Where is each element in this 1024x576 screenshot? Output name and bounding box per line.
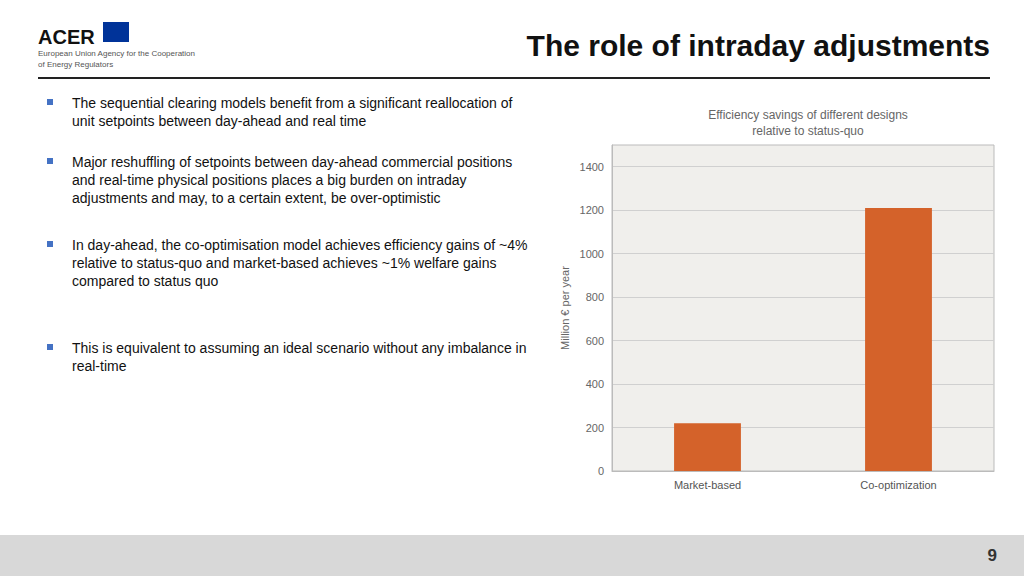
svg-text:real-time: real-time [72, 358, 127, 374]
svg-text:9: 9 [988, 546, 997, 565]
svg-text:Major reshuffling of setpoints: Major reshuffling of setpoints between d… [72, 154, 516, 170]
svg-text:adjustments and may, to a cert: adjustments and may, to a certain extent… [72, 190, 441, 206]
svg-text:Market-based: Market-based [674, 479, 741, 491]
svg-text:relative to status-quo: relative to status-quo [752, 124, 864, 138]
svg-text:Million € per year: Million € per year [559, 266, 571, 350]
svg-text:The role of intraday adjustmen: The role of intraday adjustments [527, 29, 990, 62]
svg-text:European Union Agency for the: European Union Agency for the Cooperatio… [38, 49, 195, 58]
svg-text:200: 200 [586, 422, 604, 434]
svg-text:1000: 1000 [580, 248, 604, 260]
svg-text:1200: 1200 [580, 204, 604, 216]
svg-text:and real-time physical positio: and real-time physical positions places … [72, 172, 470, 188]
svg-text:Co-optimization: Co-optimization [860, 479, 936, 491]
svg-text:0: 0 [598, 465, 604, 477]
svg-text:relative to status-quo and mar: relative to status-quo and market-based … [72, 255, 500, 271]
svg-text:The sequential clearing models: The sequential clearing models benefit f… [72, 95, 516, 111]
svg-text:of Energy Regulators: of Energy Regulators [38, 60, 113, 69]
svg-text:Efficiency savings of differen: Efficiency savings of different designs [708, 108, 908, 122]
svg-text:400: 400 [586, 378, 604, 390]
svg-text:ACER: ACER [38, 26, 95, 48]
svg-text:1400: 1400 [580, 161, 604, 173]
svg-text:In day-ahead, the co-optimisat: In day-ahead, the co-optimisation model … [72, 237, 531, 253]
svg-text:unit setpoints between day-ahe: unit setpoints between day-ahead and rea… [72, 113, 366, 129]
svg-text:800: 800 [586, 291, 604, 303]
svg-text:compared to status quo: compared to status quo [72, 273, 219, 289]
svg-text:600: 600 [586, 335, 604, 347]
svg-text:This is equivalent to assuming: This is equivalent to assuming an ideal … [72, 340, 530, 356]
